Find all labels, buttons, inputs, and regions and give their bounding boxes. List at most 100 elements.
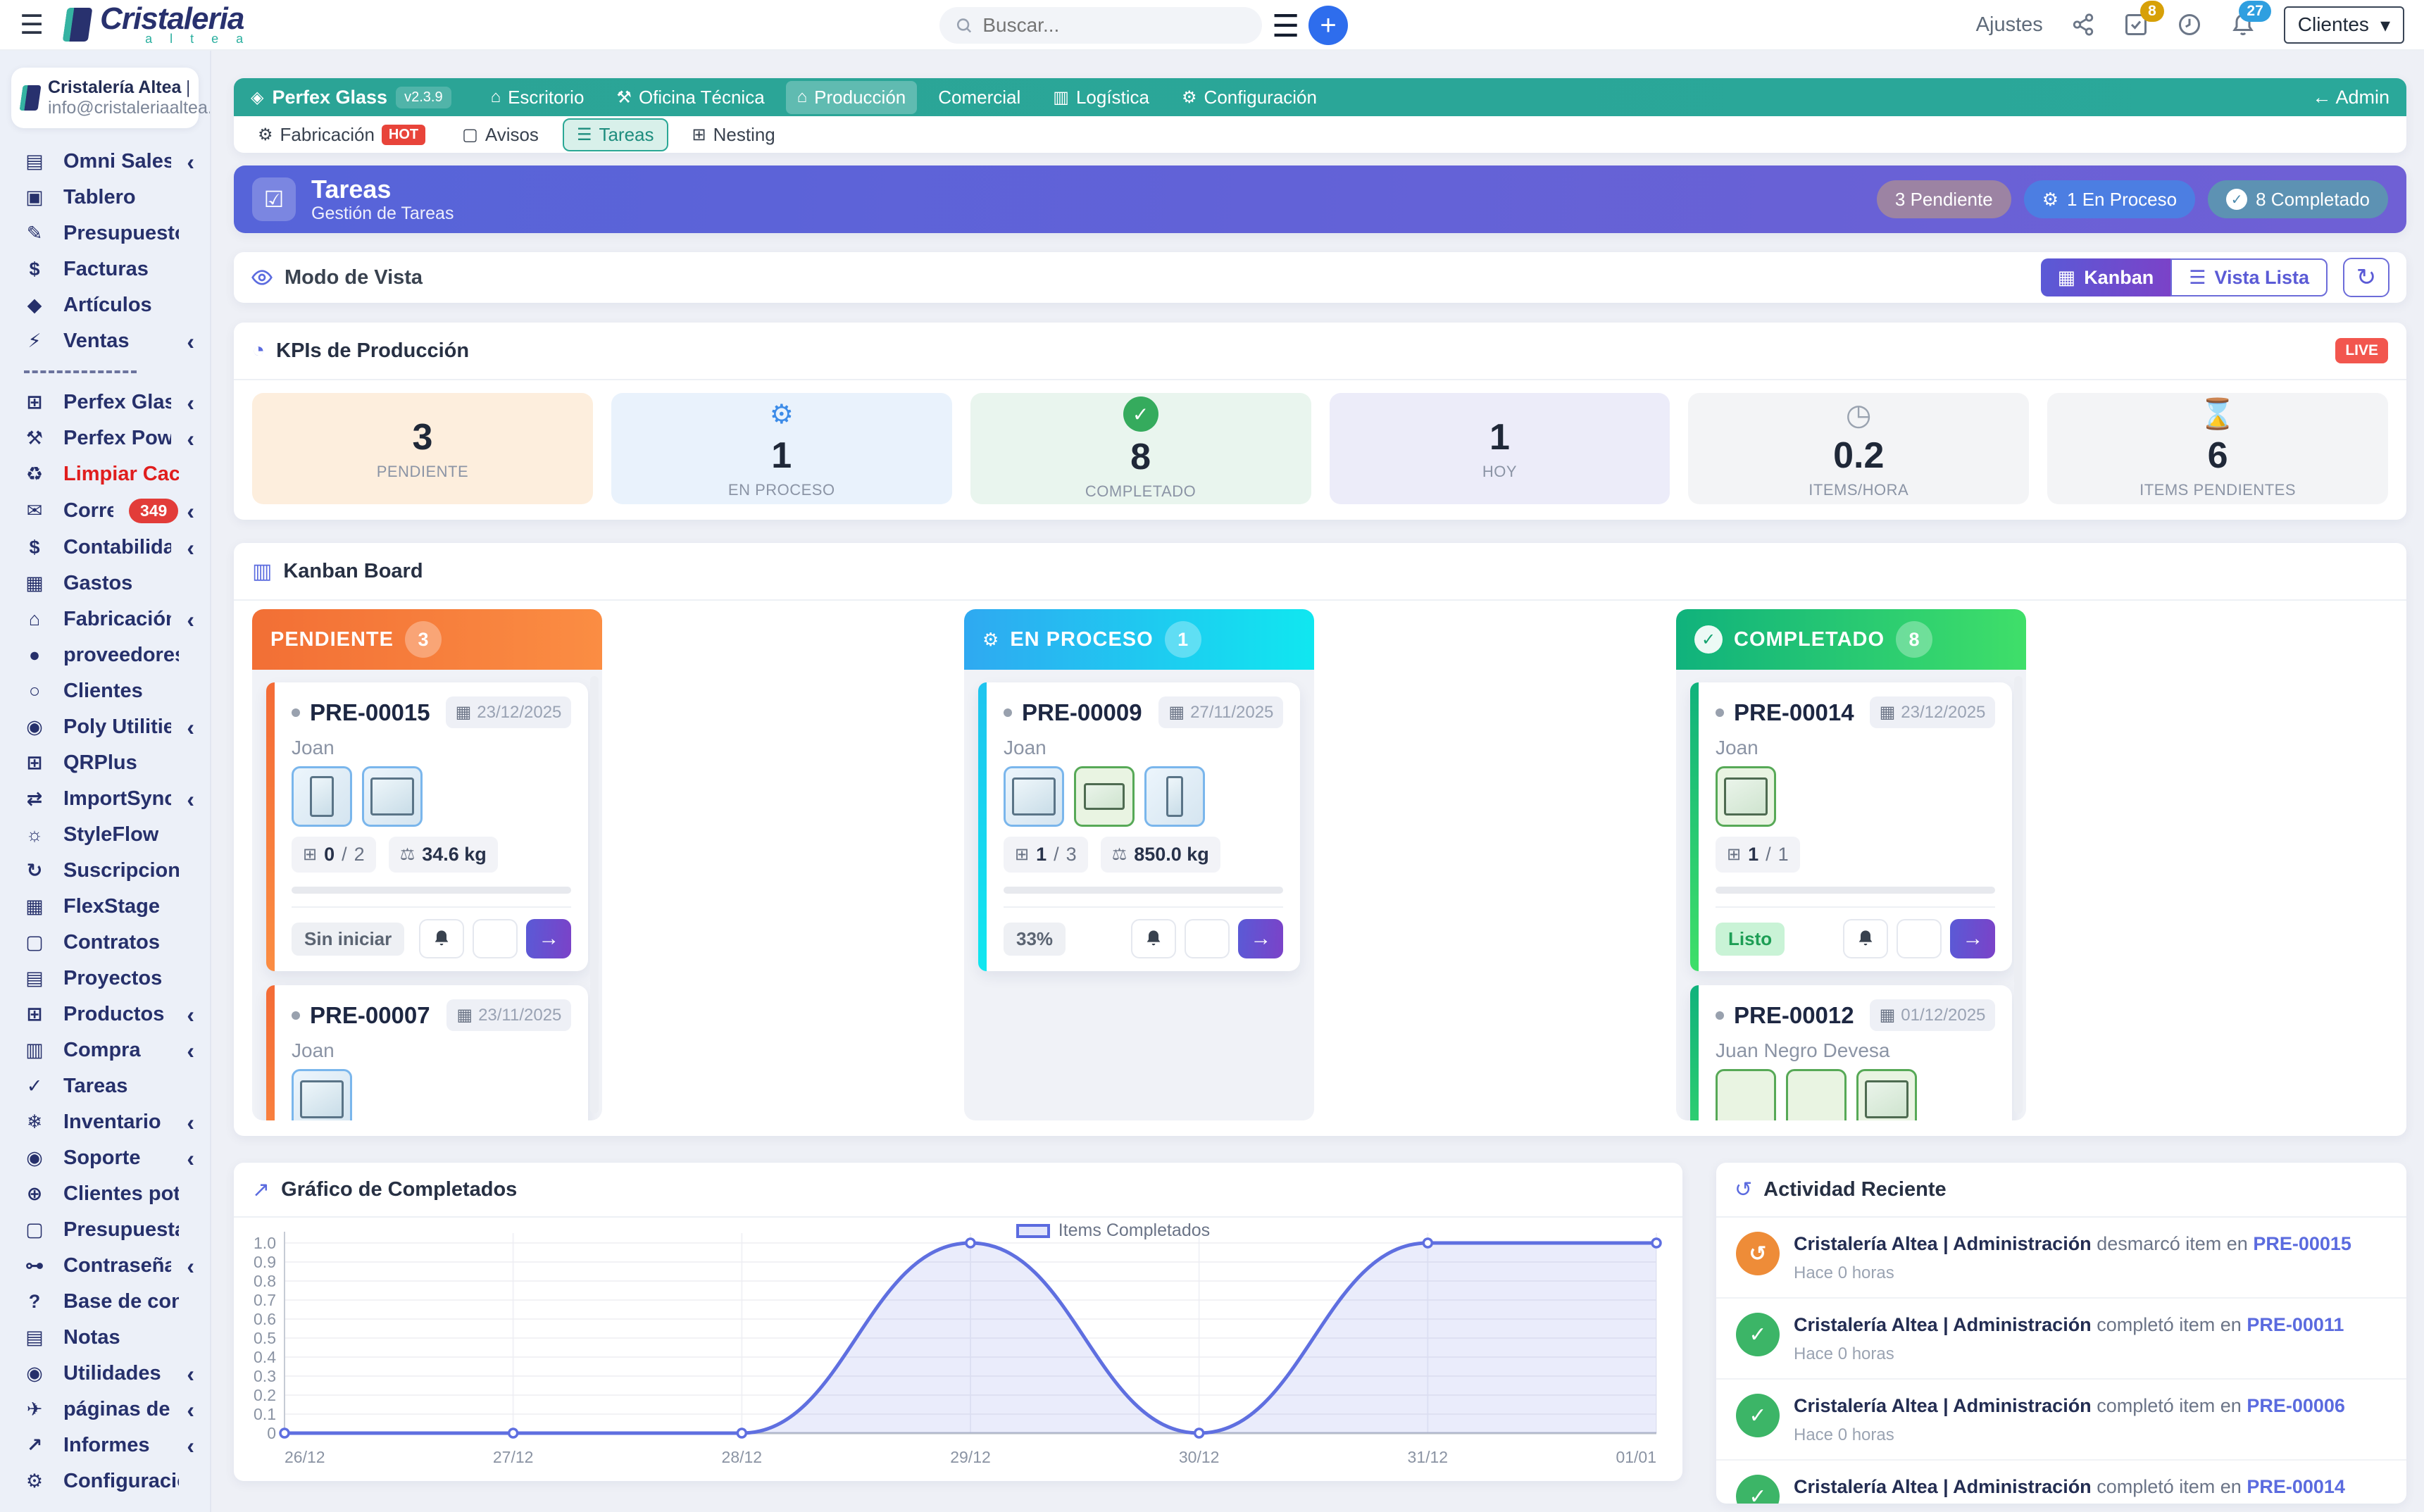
sidebar-item[interactable]: ▣ Tablero xyxy=(0,180,210,215)
module-tab-label: Tareas xyxy=(599,123,654,145)
sidebar-item[interactable]: $ Facturas xyxy=(0,251,210,287)
sidebar-item[interactable]: ✎ Presupuestos xyxy=(0,215,210,251)
sidebar-item[interactable]: ▦ FlexStage xyxy=(0,889,210,925)
quick-menu-icon[interactable]: ☰ xyxy=(1272,9,1300,44)
sidebar-item[interactable]: ⊶ Contraseñas ‹ xyxy=(0,1248,210,1284)
glass-item-thumbnail[interactable] xyxy=(362,766,423,827)
task-code: PRE-00012 xyxy=(1734,1001,1854,1028)
sidebar-item[interactable]: ↻ Suscripciones xyxy=(0,853,210,889)
sidebar-item[interactable]: ⌂ Fabricación ‹ xyxy=(0,601,210,637)
column-scrollbar[interactable] xyxy=(2014,676,2023,1113)
refresh-button[interactable]: ↻ xyxy=(2343,258,2389,297)
sidebar-item[interactable]: ◉ Utilidades ‹ xyxy=(0,1356,210,1392)
sidebar-item[interactable]: ✈ páginas de destino ‹ xyxy=(0,1392,210,1427)
task-card[interactable]: PRE-00014 ▦ 23/12/2025 Joan xyxy=(1690,682,2013,971)
share-icon[interactable] xyxy=(2071,13,2095,37)
advance-button[interactable]: → xyxy=(1950,919,1996,958)
sidebar-item[interactable]: ☼ StyleFlow xyxy=(0,817,210,853)
sidebar-item[interactable]: ▤ Omni Sales ‹ xyxy=(0,144,210,180)
sidebar-item[interactable]: ◆ Artículos xyxy=(0,287,210,323)
glass-item-thumbnail[interactable] xyxy=(1004,766,1064,827)
notify-button[interactable] xyxy=(419,919,465,958)
sidebar-item[interactable]: ⊞ QRPlus xyxy=(0,745,210,781)
sidebar-item[interactable]: $ Contabilidad ‹ xyxy=(0,530,210,566)
sidebar-item[interactable]: ◉ Poly Utilities ‹ xyxy=(0,709,210,745)
module-brand[interactable]: ◈ Perfex Glass v2.3.9 xyxy=(251,86,451,108)
glass-item-thumbnail[interactable] xyxy=(292,1069,352,1120)
activity-target-link[interactable]: PRE-00014 xyxy=(2247,1476,2345,1498)
sidebar-item[interactable]: ▥ Compra ‹ xyxy=(0,1032,210,1068)
module-tab[interactable]: ☰ Tareas xyxy=(562,118,668,151)
secondary-action-button[interactable] xyxy=(1897,919,1942,958)
bell-icon[interactable]: 27 xyxy=(2230,1,2271,37)
glass-item-thumbnail[interactable] xyxy=(1716,766,1776,827)
advance-button[interactable]: → xyxy=(526,919,572,958)
hamburger-menu-icon[interactable]: ☰ xyxy=(20,10,44,40)
activity-target-link[interactable]: PRE-00011 xyxy=(2247,1314,2344,1336)
sidebar-item[interactable]: ✓ Tareas xyxy=(0,1068,210,1104)
module-nav-item[interactable]: Comercial xyxy=(927,81,1032,114)
sidebar-item[interactable]: ⇄ ImportSync ‹ xyxy=(0,781,210,817)
sidebar-item[interactable]: ⊞ Perfex Glass ‹ xyxy=(0,385,210,420)
activity-target-link[interactable]: PRE-00006 xyxy=(2247,1395,2345,1417)
module-tab[interactable]: ⊞ Nesting xyxy=(680,120,788,150)
sidebar-item[interactable]: ⊕ Clientes potenciales xyxy=(0,1176,210,1212)
clock-icon[interactable] xyxy=(2177,12,2202,37)
module-nav-item[interactable]: ⚙ Configuración xyxy=(1170,81,1328,114)
advance-button[interactable]: → xyxy=(1238,919,1284,958)
column-scrollbar[interactable] xyxy=(590,676,599,1113)
secondary-action-button[interactable] xyxy=(1185,919,1230,958)
sidebar-item[interactable]: ⚙ Configuración xyxy=(0,1463,210,1499)
search-input[interactable] xyxy=(982,14,1247,37)
user-card[interactable]: Cristalería Altea | A... info@cristaleri… xyxy=(11,68,210,128)
activity-target-link[interactable]: PRE-00015 xyxy=(2253,1233,2351,1254)
module-nav-item[interactable]: ⚒ Oficina Técnica xyxy=(605,81,775,114)
list-view-button[interactable]: ☰ Vista Lista xyxy=(2170,258,2328,296)
sidebar-item[interactable]: ● proveedores xyxy=(0,637,210,673)
client-selector[interactable]: Clientes ▾ xyxy=(2283,6,2404,44)
sidebar-item[interactable]: ♻ Limpiar Caché xyxy=(0,456,210,492)
module-nav-item[interactable]: ⌂ Producción xyxy=(785,80,918,114)
notify-button[interactable] xyxy=(1131,919,1177,958)
sidebar-item[interactable]: ⚡ Ventas ‹ xyxy=(0,323,210,359)
add-new-button[interactable]: + xyxy=(1308,6,1348,45)
module-nav-label: Oficina Técnica xyxy=(638,86,765,108)
glass-item-thumbnail[interactable] xyxy=(1074,766,1135,827)
sidebar-item[interactable]: ◉ Soporte ‹ xyxy=(0,1140,210,1176)
glass-thumbnails xyxy=(1004,766,1283,827)
check-circle-icon: ✓ xyxy=(1694,625,1723,654)
kanban-view-button[interactable]: ▦ Kanban xyxy=(2040,258,2171,296)
sidebar-item[interactable]: ▢ Presupuestador xyxy=(0,1212,210,1248)
glass-item-thumbnail[interactable] xyxy=(292,766,352,827)
glass-item-thumbnail[interactable] xyxy=(1716,1069,1776,1120)
sidebar-item[interactable]: ▤ Notas xyxy=(0,1320,210,1356)
glass-item-thumbnail[interactable] xyxy=(1144,766,1205,827)
task-card[interactable]: PRE-00012 ▦ 01/12/2025 Juan Negro Devesa xyxy=(1690,985,2013,1120)
module-nav-item[interactable]: ▥ Logística xyxy=(1042,81,1161,114)
sidebar-item[interactable]: ? Base de conocimiento xyxy=(0,1284,210,1320)
secondary-action-button[interactable] xyxy=(473,919,518,958)
sidebar-item[interactable]: ↗ Informes ‹ xyxy=(0,1427,210,1463)
task-card[interactable]: PRE-00007 ▦ 23/11/2025 Joan xyxy=(266,985,589,1120)
module-nav-item[interactable]: ⌂ Escritorio xyxy=(480,81,596,114)
sidebar-item[interactable]: ❄ Inventario ‹ xyxy=(0,1104,210,1140)
chevron-left-icon: ‹ xyxy=(187,1361,194,1387)
sidebar-item[interactable]: ▤ Proyectos xyxy=(0,961,210,996)
tasks-check-icon[interactable]: 8 xyxy=(2123,1,2164,37)
task-card[interactable]: PRE-00009 ▦ 27/11/2025 Joan xyxy=(978,682,1301,971)
task-card[interactable]: PRE-00015 ▦ 23/12/2025 Joan xyxy=(266,682,589,971)
sidebar-item[interactable]: ⚒ Perfex Power ‹ xyxy=(0,420,210,456)
settings-link[interactable]: Ajustes xyxy=(1975,13,2043,36)
sidebar-item[interactable]: ○ Clientes xyxy=(0,673,210,709)
global-search[interactable] xyxy=(939,7,1262,44)
notify-button[interactable] xyxy=(1843,919,1889,958)
sidebar-item[interactable]: ⊞ Productos ‹ xyxy=(0,996,210,1032)
module-tab[interactable]: ⚙ Fabricación HOT xyxy=(245,120,438,150)
sidebar-item[interactable]: ▦ Gastos xyxy=(0,566,210,601)
glass-item-thumbnail[interactable] xyxy=(1786,1069,1847,1120)
back-to-admin-link[interactable]: ← Admin xyxy=(2312,86,2389,108)
sidebar-item[interactable]: ▢ Contratos xyxy=(0,925,210,961)
module-tab[interactable]: ▢ Avisos xyxy=(449,120,551,150)
sidebar-item[interactable]: ✉ Correos 349 ‹ xyxy=(0,492,210,530)
glass-item-thumbnail[interactable] xyxy=(1856,1069,1917,1120)
